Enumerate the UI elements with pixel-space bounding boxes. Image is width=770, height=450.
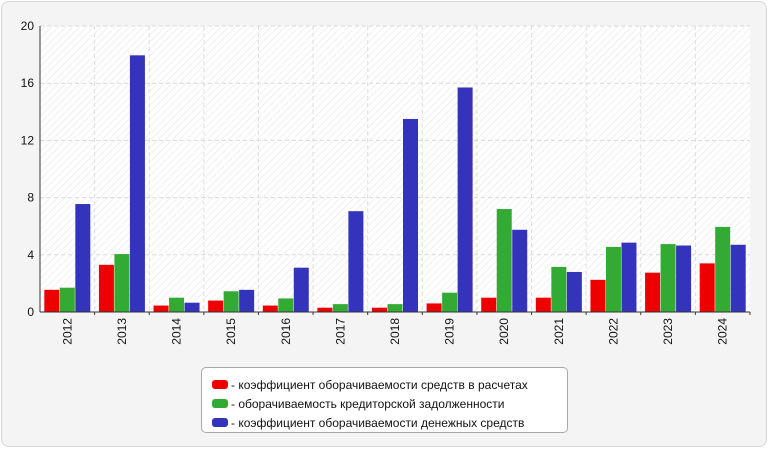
x-tick-label: 2024: [716, 318, 730, 345]
y-tick-label: 8: [27, 191, 34, 205]
x-tick-label: 2016: [279, 318, 293, 345]
bar-series-1-2024: [699, 263, 715, 312]
bar-series-2-2022: [605, 246, 621, 312]
plot-area: [40, 26, 750, 312]
bar-series-1-2014: [153, 305, 169, 312]
bar-series-1-2022: [590, 279, 606, 312]
x-tick-label: 2014: [170, 318, 184, 345]
y-tick-label: 12: [21, 133, 35, 147]
bar-series-3-2023: [676, 245, 692, 312]
x-tick-label: 2013: [115, 318, 129, 345]
legend-swatch-series-2: [212, 399, 228, 408]
bar-series-1-2015: [208, 300, 224, 312]
bar-series-3-2012: [75, 204, 91, 312]
legend-label-series-2: - оборачиваемость кредиторской задолженн…: [231, 396, 505, 411]
x-tick-label: 2017: [333, 318, 347, 345]
legend-item-series-3: - коэффициент оборачиваемости денежных с…: [212, 413, 567, 432]
x-tick-label: 2020: [497, 318, 511, 345]
bar-series-2-2023: [660, 244, 676, 312]
legend-item-series-2: - оборачиваемость кредиторской задолженн…: [212, 394, 567, 413]
x-tick-label: 2012: [60, 318, 74, 345]
bar-series-3-2021: [566, 271, 582, 312]
bar-series-1-2016: [262, 305, 278, 312]
legend-swatch-series-3: [212, 418, 228, 427]
bar-series-3-2013: [129, 55, 145, 312]
bar-series-2-2021: [551, 266, 567, 312]
bar-series-3-2024: [730, 244, 746, 312]
y-tick-label: 16: [21, 76, 35, 90]
bar-series-2-2018: [387, 304, 403, 312]
bar-series-1-2020: [481, 297, 497, 312]
bar-series-2-2013: [114, 254, 130, 312]
legend-label-series-1: - коэффициент оборачиваемости средств в …: [231, 377, 528, 392]
bar-series-1-2017: [317, 307, 333, 312]
y-tick-label: 20: [21, 19, 35, 33]
legend: - коэффициент оборачиваемости средств в …: [201, 367, 568, 433]
x-tick-label: 2018: [388, 318, 402, 345]
y-tick-label: 0: [27, 305, 34, 319]
bar-series-2-2012: [59, 287, 75, 312]
bar-series-1-2013: [98, 264, 114, 312]
bar-series-3-2018: [403, 118, 418, 312]
bar-series-2-2019: [442, 292, 458, 312]
x-tick-label: 2021: [552, 318, 566, 345]
bar-series-2-2017: [332, 304, 348, 312]
bar-series-3-2016: [293, 267, 309, 312]
bar-series-3-2019: [457, 87, 473, 313]
bar-series-2-2014: [169, 297, 185, 312]
legend-item-series-1: - коэффициент оборачиваемости средств в …: [212, 375, 567, 394]
bar-series-3-2014: [184, 302, 200, 312]
bar-series-3-2020: [512, 229, 528, 312]
bar-series-1-2012: [44, 289, 60, 312]
x-tick-label: 2022: [606, 318, 620, 345]
axes: 0 4 8 12 16 20 2012 2013 2014 2015 2016 2017 2018 201…: [21, 19, 751, 345]
bar-series-3-2017: [348, 211, 364, 312]
legend-swatch-series-1: [212, 380, 228, 389]
bar-series-1-2018: [372, 307, 387, 312]
y-tick-label: 4: [27, 248, 34, 262]
bars: [44, 55, 746, 313]
x-tick-label: 2019: [443, 318, 457, 345]
grid-lines: [40, 25, 750, 312]
x-tick-label: 2023: [661, 318, 675, 345]
bar-series-1-2023: [645, 272, 661, 312]
bar-series-2-2020: [496, 209, 512, 312]
bar-series-1-2019: [426, 303, 442, 312]
legend-label-series-3: - коэффициент оборачиваемости денежных с…: [231, 415, 525, 430]
bar-series-2-2015: [223, 291, 239, 312]
bar-series-2-2016: [278, 298, 294, 312]
x-tick-label: 2015: [224, 318, 238, 345]
bar-series-2-2024: [715, 226, 731, 312]
bar-series-1-2021: [535, 297, 551, 312]
bar-series-3-2015: [239, 289, 255, 312]
bar-series-3-2022: [621, 242, 637, 312]
